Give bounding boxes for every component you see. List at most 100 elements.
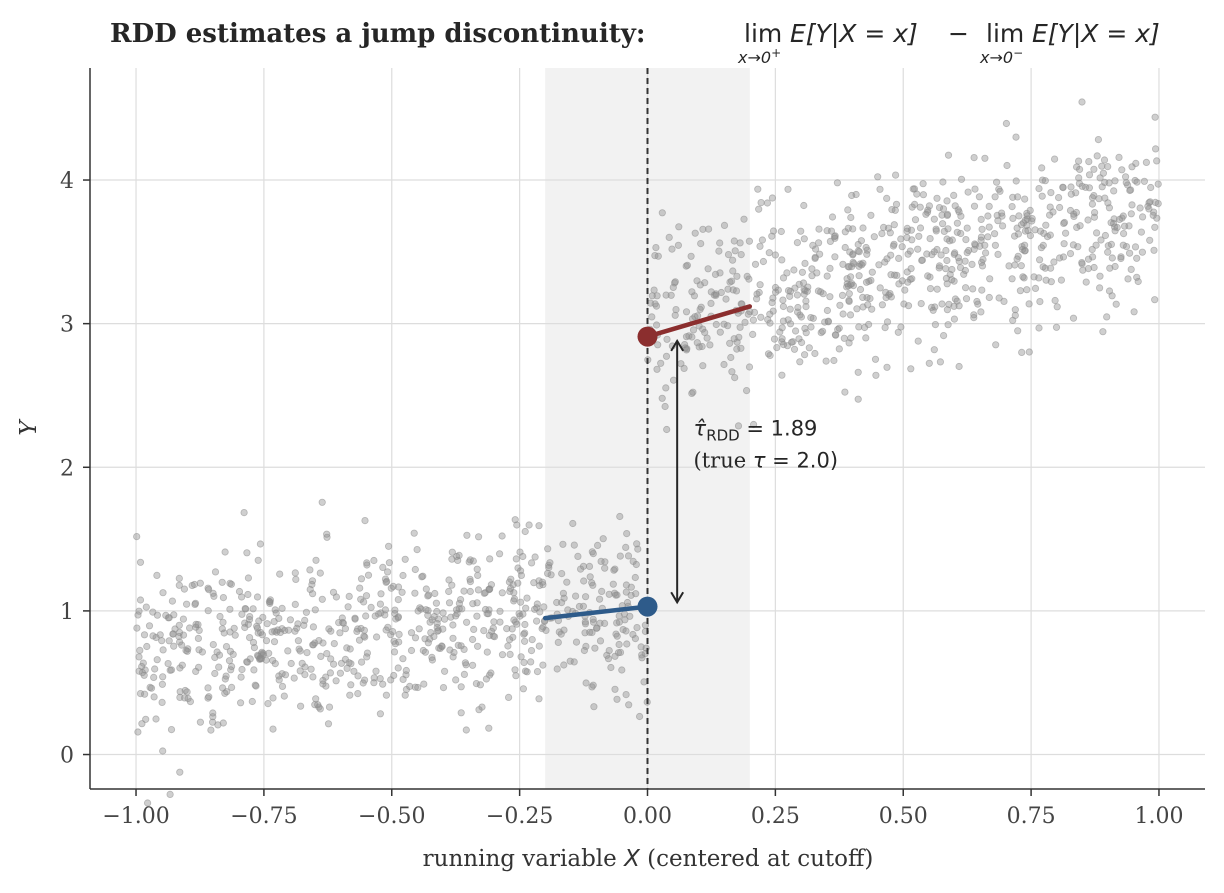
scatter-point: [1110, 187, 1118, 195]
scatter-point: [228, 683, 236, 692]
scatter-point: [609, 580, 617, 588]
scatter-point: [1130, 308, 1138, 316]
scatter-point: [963, 224, 971, 232]
scatter-point: [302, 608, 310, 616]
scatter-point: [699, 325, 707, 333]
scatter-point: [957, 212, 965, 220]
scatter-point: [1018, 243, 1026, 251]
scatter-point: [726, 339, 734, 347]
scatter-point: [367, 603, 375, 612]
scatter-point: [745, 363, 754, 371]
scatter-point: [411, 634, 420, 642]
scatter-point: [961, 257, 969, 265]
scatter-point: [243, 658, 251, 666]
scatter-point: [194, 634, 202, 643]
scatter-point: [791, 327, 800, 335]
y-tick-label: 1: [60, 600, 74, 625]
scatter-point: [697, 303, 705, 311]
scatter-point: [278, 604, 286, 613]
scatter-point: [308, 590, 317, 598]
scatter-point: [266, 598, 274, 606]
scatter-point: [1076, 222, 1084, 230]
scatter-point: [263, 620, 271, 628]
scatter-point: [859, 224, 867, 232]
scatter-point: [428, 653, 436, 662]
scatter-point: [379, 563, 387, 572]
scatter-point: [914, 337, 922, 345]
scatter-point: [1090, 263, 1098, 272]
formula-expr-minus: E[Y|X = x]: [1032, 19, 1160, 48]
scatter-point: [136, 558, 145, 566]
scatter-point: [970, 245, 978, 253]
scatter-point: [319, 639, 327, 647]
scatter-point: [385, 559, 393, 567]
scatter-point: [1090, 192, 1098, 200]
scatter-point: [219, 593, 227, 602]
scatter-point: [978, 225, 986, 233]
scatter-point: [590, 703, 598, 711]
y-axis-label: Y: [16, 418, 42, 436]
scatter-point: [1047, 264, 1055, 272]
scatter-point: [801, 287, 809, 295]
scatter-point: [870, 233, 878, 241]
scatter-point: [178, 641, 186, 649]
scatter-point: [588, 579, 596, 587]
scatter-point: [194, 620, 202, 629]
scatter-point: [992, 178, 1001, 186]
scatter-point: [360, 626, 368, 634]
scatter-point: [527, 646, 536, 655]
scatter-point: [1062, 229, 1070, 237]
scatter-point: [355, 636, 364, 644]
scatter-point: [318, 498, 326, 506]
scatter-point: [144, 799, 152, 807]
scatter-point: [797, 338, 806, 347]
scatter-point: [569, 519, 577, 528]
scatter-point: [962, 236, 970, 244]
scatter-point: [376, 600, 384, 608]
scatter-point: [241, 623, 249, 632]
scatter-point: [473, 642, 482, 650]
scatter-point: [631, 573, 639, 582]
scatter-point: [859, 303, 867, 311]
scatter-point: [623, 598, 632, 607]
scatter-point: [981, 249, 990, 257]
x-tick-label: 0.50: [879, 804, 928, 829]
scatter-point: [766, 351, 774, 359]
scatter-point: [658, 394, 666, 402]
scatter-point: [847, 213, 855, 222]
formula-lim-plus: lim: [744, 19, 782, 48]
scatter-point: [506, 650, 514, 659]
scatter-point: [598, 587, 606, 596]
scatter-point: [540, 603, 548, 611]
scatter-point: [1075, 174, 1083, 182]
scatter-point: [176, 768, 184, 776]
scatter-point: [763, 199, 772, 207]
scatter-point: [254, 651, 262, 660]
scatter-point: [315, 636, 323, 645]
scatter-point: [662, 352, 671, 360]
scatter-point: [845, 290, 853, 298]
scatter-point: [811, 349, 819, 358]
scatter-point: [231, 631, 239, 639]
scatter-point: [1131, 243, 1140, 251]
scatter-point: [415, 625, 423, 633]
scatter-point: [901, 286, 909, 294]
scatter-point: [581, 593, 590, 601]
scatter-point: [933, 245, 941, 254]
scatter-point: [689, 388, 697, 396]
scatter-point: [435, 644, 443, 652]
scatter-point: [938, 211, 946, 219]
scatter-point: [1108, 254, 1116, 262]
scatter-point: [440, 615, 449, 623]
scatter-point: [394, 595, 402, 604]
scatter-point: [1085, 158, 1093, 166]
scatter-point: [371, 612, 379, 620]
scatter-point: [970, 202, 979, 210]
scatter-point: [917, 299, 925, 308]
scatter-point: [474, 533, 483, 541]
scatter-point: [357, 658, 366, 666]
scatter-point: [882, 288, 890, 296]
scatter-point: [1103, 313, 1111, 321]
scatter-point: [907, 226, 916, 234]
scatter-point: [377, 590, 385, 598]
